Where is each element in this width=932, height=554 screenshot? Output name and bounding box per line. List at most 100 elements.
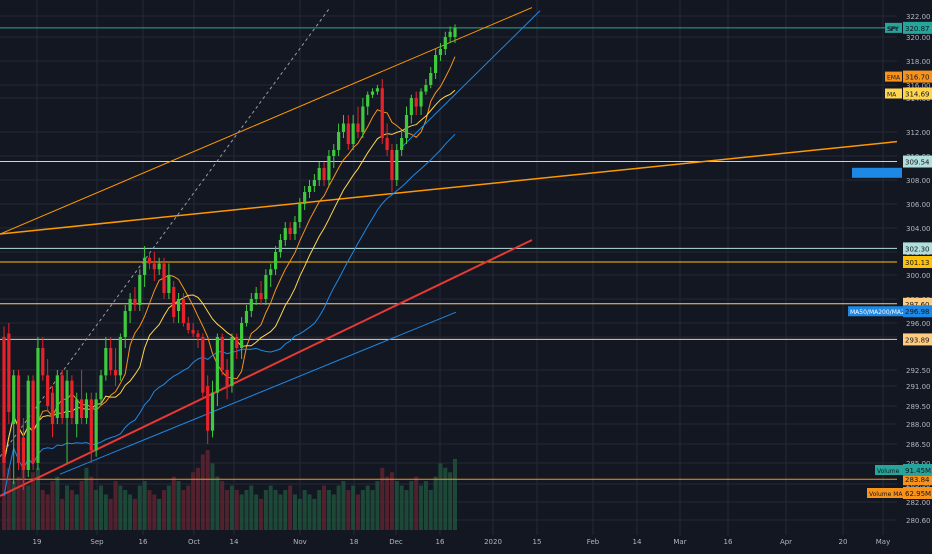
- price-tick-label-7: 308.00: [906, 177, 931, 185]
- time-tick-label-12: 14: [633, 538, 642, 546]
- price-tick-label-3: 316.00: [906, 82, 931, 90]
- candle-body-8: [41, 348, 45, 376]
- volume-bar-10: [50, 481, 55, 530]
- time-tick-label-2: 16: [139, 538, 148, 546]
- volume-bar-25: [123, 490, 128, 530]
- volume-bar-79: [385, 476, 390, 530]
- candle-body-85: [414, 98, 418, 107]
- volume-bar-45: [220, 481, 225, 530]
- time-tick-label-0: 19: [33, 538, 42, 546]
- candle-body-20: [99, 375, 103, 400]
- price-tag-label-0: SPY: [887, 26, 898, 33]
- volume-bar-74: [360, 490, 365, 530]
- candle-body-66: [322, 168, 326, 180]
- volume-bar-77: [375, 481, 380, 530]
- volume-bar-91: [443, 467, 448, 530]
- volume-bar-55: [268, 485, 273, 530]
- time-axis-panel[interactable]: [0, 535, 932, 550]
- volume-bar-37: [181, 490, 186, 530]
- price-tick-label-15: 292.50: [906, 367, 931, 375]
- volume-bar-23: [113, 481, 118, 530]
- volume-bar-81: [394, 481, 399, 530]
- volume-bar-39: [191, 472, 196, 530]
- volume-bar-65: [317, 490, 322, 530]
- candle-body-44: [215, 337, 219, 393]
- volume-bar-93: [453, 458, 457, 530]
- volume-bar-21: [103, 494, 108, 530]
- price-tick-label-8: 306.00: [906, 201, 931, 209]
- volume-bar-30: [147, 490, 152, 530]
- candle-body-73: [356, 123, 360, 132]
- candle-body-18: [89, 399, 93, 451]
- volume-bar-85: [414, 476, 419, 530]
- volume-bar-51: [249, 485, 254, 530]
- overlay-ma200-line: [59, 311, 457, 475]
- volume-bar-20: [98, 485, 103, 530]
- candle-body-29: [143, 257, 147, 275]
- candle-body-79: [385, 138, 389, 150]
- candle-body-48: [235, 337, 239, 348]
- time-tick-label-7: Dec: [389, 538, 403, 546]
- time-tick-label-16: 20: [839, 538, 848, 546]
- price-tag-bg-9: [903, 333, 932, 346]
- candle-body-37: [181, 299, 186, 323]
- volume-bar-13: [65, 485, 70, 530]
- price-tag-bg-8: [903, 305, 932, 318]
- candle-body-27: [133, 299, 137, 305]
- candle-body-12: [60, 375, 64, 418]
- candle-body-92: [448, 31, 452, 37]
- price-tag-bg-5: [903, 242, 932, 255]
- candle-body-64: [312, 180, 316, 186]
- volume-bar-0: [2, 454, 6, 530]
- time-tick-label-6: 18: [350, 538, 359, 546]
- candle-body-21: [104, 348, 108, 376]
- price-tag-bg-1: [903, 70, 932, 83]
- volume-bar-32: [157, 498, 162, 530]
- candle-body-26: [128, 299, 132, 311]
- symbol-tag: SPY: [888, 26, 899, 33]
- price-tag-label-bg-2: [885, 88, 902, 99]
- price-tick-label-13: 296.00: [906, 320, 931, 328]
- price-tag-text-3: 309.54: [905, 159, 930, 167]
- candle-body-89: [434, 55, 438, 73]
- candle-body-11: [55, 375, 59, 418]
- candle-body-61: [298, 204, 302, 222]
- volume-bar-29: [142, 481, 147, 530]
- volume-bar-34: [166, 485, 171, 530]
- candle-body-74: [361, 106, 365, 132]
- volume-tag-label-0: Volume: [877, 468, 900, 475]
- candle-body-38: [186, 323, 190, 330]
- volume-tag-text-0: 91.45M: [905, 467, 931, 475]
- volume-bar-8: [40, 490, 45, 530]
- candle-body-81: [395, 150, 399, 180]
- price-tick-label-2: 318.00: [906, 58, 931, 66]
- candle-body-49: [240, 323, 244, 348]
- volume-bar-62: [302, 490, 307, 530]
- time-tick-label-9: 2020: [484, 538, 502, 546]
- volume-bar-24: [118, 485, 123, 530]
- candle-body-39: [191, 330, 195, 334]
- candle-body-50: [244, 311, 249, 323]
- price-tag-bg-10: [903, 473, 932, 486]
- candle-body-78: [380, 88, 384, 138]
- candle-body-51: [249, 299, 253, 311]
- overlay-ma-upper-line: [399, 10, 541, 150]
- volume-bar-7: [35, 467, 40, 530]
- candle-body-76: [370, 91, 375, 95]
- candle-body-36: [176, 299, 181, 311]
- volume-bar-36: [176, 481, 181, 530]
- volume-bar-68: [331, 494, 336, 530]
- candle-body-86: [419, 91, 423, 107]
- volume-bar-27: [132, 498, 137, 530]
- volume-bar-38: [186, 485, 191, 530]
- time-tick-label-13: Mar: [673, 538, 686, 546]
- volume-bar-52: [254, 494, 259, 530]
- candle-body-43: [210, 392, 215, 431]
- volume-bar-40: [195, 467, 200, 530]
- candle-body-3: [16, 375, 21, 463]
- volume-bar-58: [283, 490, 288, 530]
- candle-body-30: [147, 257, 152, 264]
- volume-bar-43: [210, 463, 215, 530]
- volume-bar-12: [60, 498, 65, 530]
